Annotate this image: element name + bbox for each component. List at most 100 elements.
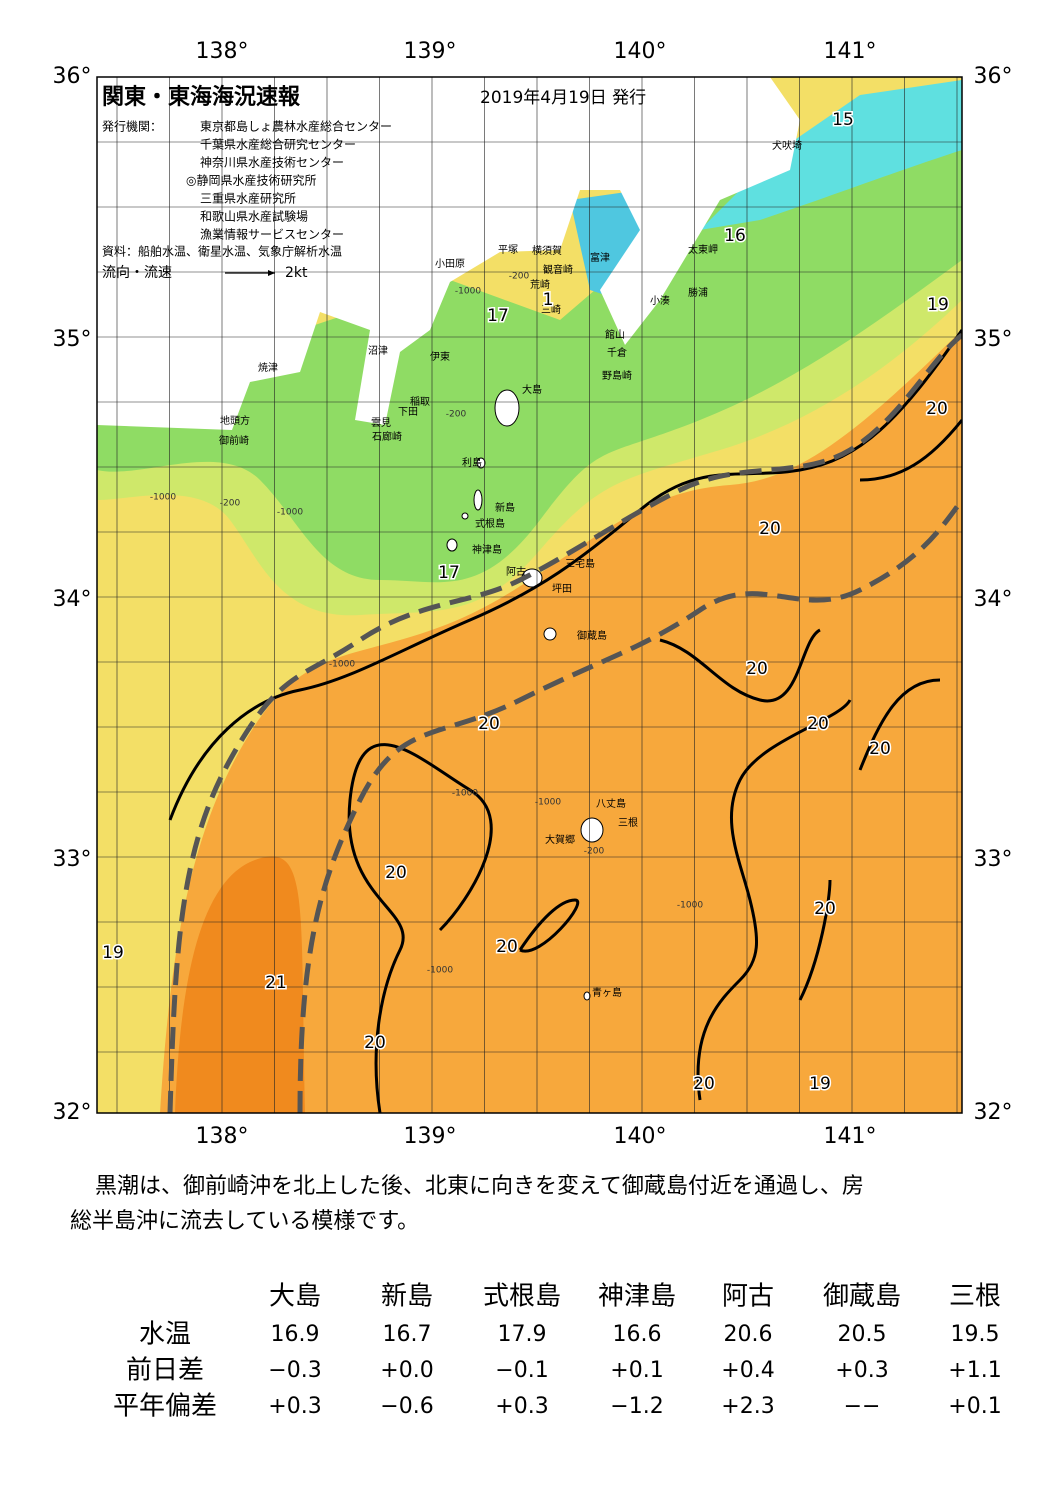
depth-label: -1000 bbox=[452, 789, 478, 799]
table-cell: 19.5 bbox=[951, 1322, 1000, 1347]
place-label: 雲見 bbox=[371, 417, 391, 429]
lat-label: 36° bbox=[53, 64, 92, 89]
lon-label: 140° bbox=[614, 1124, 667, 1149]
table-cell: +0.0 bbox=[380, 1358, 433, 1383]
place-label: 千倉 bbox=[607, 346, 627, 359]
lat-label: 36° bbox=[974, 64, 1013, 89]
legend-scale: 2kt bbox=[285, 265, 308, 281]
place-label: 下田 bbox=[398, 407, 418, 418]
table-cell: +2.3 bbox=[721, 1394, 774, 1419]
lat-label: 33° bbox=[53, 847, 92, 872]
place-label: 犬吠埼 bbox=[772, 139, 802, 152]
kuroshio bbox=[167, 333, 962, 1113]
isotherm-label: 20 bbox=[926, 399, 948, 419]
table-cell: +0.3 bbox=[268, 1394, 321, 1419]
isotherm-label: 20 bbox=[693, 1074, 715, 1094]
column-header: 神津島 bbox=[598, 1282, 676, 1312]
sea-cyan bbox=[700, 80, 962, 230]
isotherm-label: 20 bbox=[814, 899, 836, 919]
place-label: 神津島 bbox=[472, 543, 502, 556]
isotherm-label: 20 bbox=[746, 659, 768, 679]
column-header: 御蔵島 bbox=[823, 1282, 901, 1312]
column-header: 阿古 bbox=[722, 1282, 774, 1312]
table-cell: −− bbox=[844, 1394, 881, 1419]
isotherm-label: 20 bbox=[364, 1033, 386, 1053]
lon-label: 139° bbox=[404, 1124, 457, 1149]
lat-label: 32° bbox=[53, 1100, 92, 1125]
depth-label: -200 bbox=[220, 499, 241, 509]
place-label: 青ヶ島 bbox=[592, 986, 622, 999]
depth-label: -1000 bbox=[277, 508, 303, 518]
table-cell: −0.3 bbox=[268, 1358, 321, 1383]
lat-label: 34° bbox=[53, 587, 92, 612]
place-label: 大賀郷 bbox=[545, 833, 575, 846]
agency: 漁業情報サービスセンター bbox=[200, 228, 344, 242]
agency: 千葉県水産総合研究センター bbox=[200, 137, 356, 152]
lon-label: 141° bbox=[824, 1124, 877, 1149]
table-cell: +0.3 bbox=[835, 1358, 888, 1383]
isotherm-label: 19 bbox=[102, 943, 124, 963]
depth-label: -1000 bbox=[329, 660, 355, 670]
agency: 和歌山県水産試験場 bbox=[200, 209, 308, 224]
place-label: 大島 bbox=[522, 383, 542, 396]
isotherm-label: 20 bbox=[478, 714, 500, 734]
agency: 神奈川県水産技術センター bbox=[200, 155, 344, 170]
isotherm-label: 16 bbox=[724, 226, 746, 246]
table-cell: −0.1 bbox=[495, 1358, 548, 1383]
place-label: 館山 bbox=[605, 328, 625, 341]
place-label: 八丈島 bbox=[596, 797, 626, 810]
isotherm-label: 15 bbox=[832, 110, 854, 130]
isotherm-label: 21 bbox=[265, 973, 287, 993]
lon-label: 140° bbox=[614, 39, 667, 64]
graticule bbox=[97, 77, 962, 1113]
column-header: 新島 bbox=[381, 1282, 433, 1312]
row-label: 水温 bbox=[139, 1320, 191, 1350]
isotherm-label: 20 bbox=[385, 863, 407, 883]
map-frame bbox=[96, 76, 963, 1114]
place-label: 新島 bbox=[495, 501, 515, 514]
sea-deep-orange bbox=[175, 856, 305, 1113]
place-label: 小湊 bbox=[650, 294, 670, 307]
place-label: 阿古 bbox=[506, 565, 526, 578]
lon-label: 139° bbox=[404, 39, 457, 64]
islands bbox=[446, 389, 604, 1001]
place-label: 平塚 bbox=[498, 244, 518, 256]
table-cell: 16.6 bbox=[613, 1322, 662, 1347]
isotherm-label: 20 bbox=[869, 739, 891, 759]
table-cell: 20.5 bbox=[838, 1322, 887, 1347]
source: 資料：船舶水温、衛星水温、気象庁解析水温 bbox=[102, 244, 342, 259]
place-label: 利島 bbox=[462, 456, 482, 469]
isotherm-label: 20 bbox=[759, 519, 781, 539]
depth-label: -1000 bbox=[677, 901, 703, 911]
table-cell: 20.6 bbox=[724, 1322, 773, 1347]
place-label: 稲取 bbox=[410, 396, 430, 408]
place-label: 石廊崎 bbox=[372, 430, 402, 443]
depth-label: -1000 bbox=[455, 287, 481, 297]
column-header: 式根島 bbox=[483, 1282, 561, 1312]
lat-label: 34° bbox=[974, 587, 1013, 612]
lat-label: 33° bbox=[974, 847, 1013, 872]
place-label: 伊東 bbox=[430, 350, 450, 363]
table-cell: 17.9 bbox=[498, 1322, 547, 1347]
depth-label: -1000 bbox=[535, 798, 561, 808]
place-label: 地頭方 bbox=[220, 414, 250, 427]
legend-label: 流向・流速 bbox=[102, 265, 172, 281]
sea-orange bbox=[160, 330, 962, 1113]
depth-label: -200 bbox=[584, 847, 605, 857]
place-label: 式根島 bbox=[475, 517, 505, 530]
depth-label: -1000 bbox=[427, 966, 453, 976]
place-label: 勝浦 bbox=[688, 286, 708, 299]
isotherm-label: 19 bbox=[927, 295, 949, 315]
place-label: 富津 bbox=[590, 251, 610, 264]
title: 関東・東海海況速報 bbox=[102, 84, 301, 110]
place-label: 観音崎 bbox=[543, 263, 573, 276]
place-label: 小田原 bbox=[435, 258, 465, 270]
agency: 三重県水産研究所 bbox=[200, 191, 296, 206]
isotherm-label: 1 bbox=[543, 290, 554, 310]
table-cell: +0.3 bbox=[495, 1394, 548, 1419]
column-header: 大島 bbox=[269, 1282, 321, 1312]
